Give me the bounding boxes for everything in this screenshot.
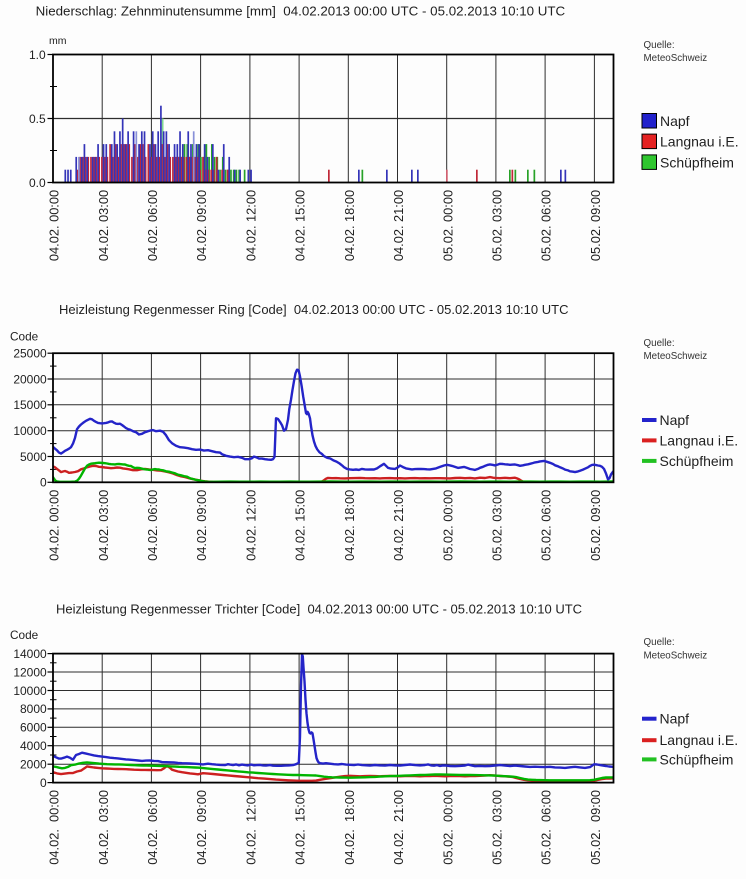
svg-text:14000: 14000 xyxy=(13,647,47,661)
svg-text:Napf: Napf xyxy=(660,412,690,428)
svg-text:05.02. 09:00: 05.02. 09:00 xyxy=(588,490,603,561)
svg-text:04.02. 06:00: 04.02. 06:00 xyxy=(145,190,160,261)
svg-text:Langnau i.E.: Langnau i.E. xyxy=(660,432,739,448)
svg-text:6000: 6000 xyxy=(20,721,47,735)
svg-text:05.02. 00:00: 05.02. 00:00 xyxy=(440,790,455,865)
svg-text:04.02. 15:00: 04.02. 15:00 xyxy=(293,790,308,865)
svg-text:04.02. 09:00: 04.02. 09:00 xyxy=(194,490,209,561)
svg-text:12000: 12000 xyxy=(13,665,47,679)
svg-text:Code: Code xyxy=(10,628,39,642)
svg-text:Heizleistung Regenmesser Ring: Heizleistung Regenmesser Ring [Code] 04.… xyxy=(59,302,568,317)
svg-text:Quelle:: Quelle: xyxy=(644,637,675,648)
svg-text:04.02. 06:00: 04.02. 06:00 xyxy=(145,790,160,865)
svg-text:MeteoSchweiz: MeteoSchweiz xyxy=(644,351,708,362)
svg-text:04.02. 21:00: 04.02. 21:00 xyxy=(391,490,406,561)
svg-text:Heizleistung Regenmesser Trich: Heizleistung Regenmesser Trichter [Code]… xyxy=(56,601,582,616)
svg-text:Code: Code xyxy=(10,330,39,344)
svg-text:04.02. 12:00: 04.02. 12:00 xyxy=(244,790,259,865)
svg-text:0.0: 0.0 xyxy=(29,176,46,190)
svg-text:8000: 8000 xyxy=(20,702,47,716)
svg-text:05.02. 06:00: 05.02. 06:00 xyxy=(539,190,554,261)
svg-text:Langnau i.E.: Langnau i.E. xyxy=(660,134,739,150)
svg-text:04.02. 18:00: 04.02. 18:00 xyxy=(342,790,357,865)
svg-text:10000: 10000 xyxy=(13,424,47,438)
svg-text:05.02. 06:00: 05.02. 06:00 xyxy=(539,790,554,865)
svg-text:Quelle:: Quelle: xyxy=(644,40,675,51)
svg-text:04.02. 03:00: 04.02. 03:00 xyxy=(96,190,111,261)
svg-text:04.02. 00:00: 04.02. 00:00 xyxy=(47,190,62,261)
svg-text:20000: 20000 xyxy=(13,372,47,386)
svg-text:04.02. 03:00: 04.02. 03:00 xyxy=(96,490,111,561)
svg-text:Napf: Napf xyxy=(660,113,690,129)
svg-text:5000: 5000 xyxy=(20,450,47,464)
svg-text:05.02. 03:00: 05.02. 03:00 xyxy=(490,190,505,261)
svg-text:4000: 4000 xyxy=(20,739,47,753)
svg-text:05.02. 00:00: 05.02. 00:00 xyxy=(440,490,455,561)
svg-text:04.02. 18:00: 04.02. 18:00 xyxy=(342,490,357,561)
svg-text:05.02. 06:00: 05.02. 06:00 xyxy=(539,490,554,561)
svg-text:04.02. 03:00: 04.02. 03:00 xyxy=(96,790,111,865)
svg-text:2000: 2000 xyxy=(20,758,47,772)
svg-text:04.02. 09:00: 04.02. 09:00 xyxy=(194,190,209,261)
svg-text:04.02. 12:00: 04.02. 12:00 xyxy=(244,190,259,261)
svg-text:04.02. 12:00: 04.02. 12:00 xyxy=(244,490,259,561)
svg-text:0: 0 xyxy=(40,476,47,490)
svg-text:05.02. 03:00: 05.02. 03:00 xyxy=(490,490,505,561)
svg-text:04.02. 00:00: 04.02. 00:00 xyxy=(47,490,62,561)
svg-text:Quelle:: Quelle: xyxy=(644,338,675,349)
svg-text:04.02. 00:00: 04.02. 00:00 xyxy=(47,790,62,865)
svg-text:Schüpfheim: Schüpfheim xyxy=(660,751,734,767)
svg-text:04.02. 09:00: 04.02. 09:00 xyxy=(194,790,209,865)
svg-text:04.02. 06:00: 04.02. 06:00 xyxy=(145,490,160,561)
svg-text:0: 0 xyxy=(40,776,47,790)
svg-text:05.02. 09:00: 05.02. 09:00 xyxy=(588,190,603,261)
svg-text:0.5: 0.5 xyxy=(29,112,46,126)
svg-text:05.02. 09:00: 05.02. 09:00 xyxy=(588,790,603,865)
svg-text:15000: 15000 xyxy=(13,398,47,412)
svg-text:Langnau i.E.: Langnau i.E. xyxy=(660,732,739,748)
svg-text:Napf: Napf xyxy=(660,711,690,727)
svg-text:04.02. 15:00: 04.02. 15:00 xyxy=(293,490,308,561)
svg-text:MeteoSchweiz: MeteoSchweiz xyxy=(644,53,708,64)
svg-text:Niederschlag: Zehnminutensumme: Niederschlag: Zehnminutensumme [mm] 04.0… xyxy=(36,3,566,18)
svg-text:10000: 10000 xyxy=(13,684,47,698)
svg-text:04.02. 15:00: 04.02. 15:00 xyxy=(293,190,308,261)
svg-text:05.02. 03:00: 05.02. 03:00 xyxy=(490,790,505,865)
svg-text:mm: mm xyxy=(49,35,67,47)
svg-text:04.02. 21:00: 04.02. 21:00 xyxy=(391,190,406,261)
svg-text:25000: 25000 xyxy=(13,347,47,361)
svg-text:04.02. 21:00: 04.02. 21:00 xyxy=(391,790,406,865)
svg-text:05.02. 00:00: 05.02. 00:00 xyxy=(440,190,455,261)
svg-text:Schüpfheim: Schüpfheim xyxy=(660,154,734,170)
svg-text:Schüpfheim: Schüpfheim xyxy=(660,453,734,469)
svg-text:04.02. 18:00: 04.02. 18:00 xyxy=(342,190,357,261)
svg-text:MeteoSchweiz: MeteoSchweiz xyxy=(644,650,708,661)
svg-text:1.0: 1.0 xyxy=(29,48,46,62)
